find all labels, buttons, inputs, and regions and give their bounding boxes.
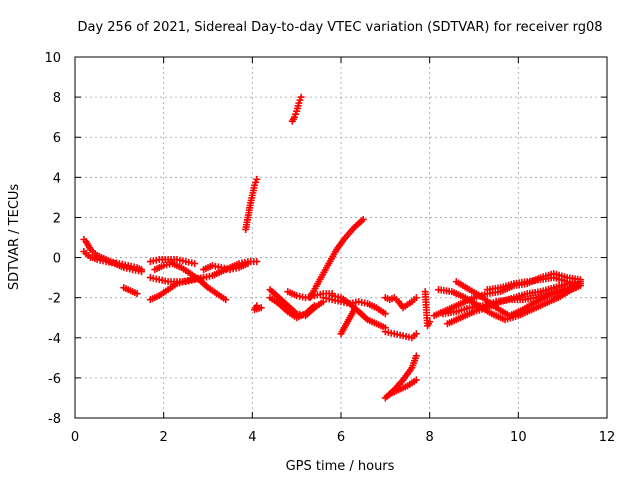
y-tick-label: 4 bbox=[53, 171, 61, 186]
data-point bbox=[426, 318, 434, 326]
data-point bbox=[359, 215, 367, 223]
chart-title: Day 256 of 2021, Sidereal Day-to-day VTE… bbox=[77, 20, 602, 35]
y-tick-label: -8 bbox=[48, 412, 61, 427]
x-tick-label: 6 bbox=[337, 430, 345, 445]
data-point bbox=[222, 296, 230, 304]
x-tick-label: 12 bbox=[599, 430, 616, 445]
y-tick-label: 6 bbox=[53, 131, 61, 146]
y-tick-label: -4 bbox=[48, 332, 61, 347]
data-point bbox=[253, 175, 261, 183]
data-point bbox=[297, 93, 305, 101]
y-tick-labels: -8 -6 -4 -2 0 2 4 6 8 10 bbox=[44, 51, 61, 427]
data-point bbox=[412, 376, 420, 384]
grid bbox=[75, 57, 607, 418]
data-point bbox=[412, 330, 420, 338]
y-tick-label: 8 bbox=[53, 91, 61, 106]
data-point bbox=[572, 284, 580, 292]
data-point bbox=[350, 306, 358, 314]
data-point bbox=[576, 280, 584, 288]
plot-frame bbox=[74, 56, 608, 419]
y-axis-label: SDTVAR / TECUs bbox=[7, 184, 22, 291]
x-tick-label: 2 bbox=[160, 430, 168, 445]
x-tick-labels: 0 2 4 6 8 10 12 bbox=[71, 430, 615, 445]
data-point bbox=[191, 260, 199, 268]
data-point bbox=[133, 290, 141, 298]
x-tick-label: 8 bbox=[426, 430, 434, 445]
data-point bbox=[244, 260, 252, 268]
y-tick-label: 10 bbox=[44, 51, 61, 66]
y-tick-label: 2 bbox=[53, 211, 61, 226]
x-tick-label: 0 bbox=[71, 430, 79, 445]
data-point bbox=[412, 352, 420, 360]
data-point bbox=[253, 258, 261, 266]
y-tick-label: 0 bbox=[53, 252, 61, 267]
y-tick-label: -2 bbox=[48, 292, 61, 307]
y-tick-label: -6 bbox=[48, 372, 61, 387]
data-point bbox=[200, 274, 208, 282]
data-points bbox=[80, 93, 584, 402]
x-tick-label: 4 bbox=[248, 430, 256, 445]
x-axis-label: GPS time / hours bbox=[286, 459, 395, 474]
data-point bbox=[412, 294, 420, 302]
data-point bbox=[310, 302, 318, 310]
x-tick-label: 10 bbox=[510, 430, 527, 445]
data-point bbox=[381, 310, 389, 318]
data-point bbox=[138, 268, 145, 276]
data-point bbox=[257, 304, 265, 312]
